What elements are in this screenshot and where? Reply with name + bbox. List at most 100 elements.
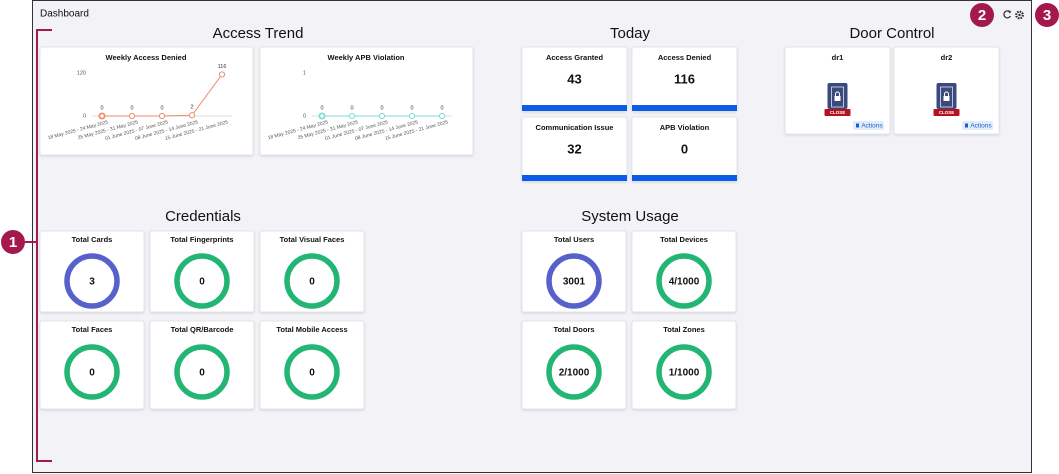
gauge-ring [174, 344, 230, 400]
gauge-value: 0 [199, 368, 205, 379]
lock-shackle [944, 91, 949, 96]
value-label: 0 [440, 105, 443, 111]
card-value: 32 [567, 141, 581, 156]
page-title: Dashboard [40, 9, 89, 20]
lock-icon [834, 96, 841, 101]
card [631, 320, 737, 410]
value-label: 0 [100, 105, 103, 111]
card-label: Communication Issue [536, 123, 614, 132]
card-label: Total Doors [553, 325, 594, 334]
actions-button[interactable] [853, 121, 884, 130]
data-point [158, 112, 166, 120]
status-text: CLOSE [939, 110, 955, 115]
settings-icon[interactable] [1015, 10, 1024, 20]
card [521, 320, 627, 410]
gauge-ring [284, 344, 340, 400]
card-value: 43 [567, 71, 581, 86]
y-tick-label: 0 [83, 113, 86, 119]
card-label: Total Faces [72, 325, 113, 334]
card-label: Total Fingerprints [170, 235, 233, 244]
actions-label[interactable]: Actions [970, 123, 992, 130]
section-title: Today [610, 25, 651, 42]
door-panel [940, 86, 953, 108]
data-point [318, 112, 326, 120]
callout-marker [970, 3, 994, 27]
status-badge [824, 109, 851, 116]
value-label: 0 [130, 105, 133, 111]
callout-label: 1 [9, 234, 17, 251]
data-point [98, 112, 106, 120]
y-tick-label: 120 [77, 70, 86, 76]
section-title: Door Control [849, 25, 934, 42]
card [259, 46, 474, 156]
card-label: Total Visual Faces [280, 235, 345, 244]
gauge-value: 1/1000 [669, 368, 700, 379]
value-label: 0 [320, 105, 323, 111]
section-title: Credentials [165, 208, 241, 225]
callout-marker [1, 230, 25, 254]
data-point [188, 112, 196, 119]
card-label: Total Devices [660, 235, 708, 244]
card [39, 320, 145, 410]
gauge-ring [656, 344, 712, 400]
card-label: Total Mobile Access [276, 325, 347, 334]
value-label: 116 [218, 64, 227, 70]
status-bar [522, 175, 627, 181]
data-point [378, 112, 386, 120]
actions-label[interactable]: Actions [861, 123, 883, 130]
actions-icon[interactable] [856, 123, 859, 128]
callout-marker [1035, 3, 1059, 27]
card [259, 230, 365, 313]
gauge-ring [64, 344, 120, 400]
lock-shackle [835, 91, 840, 96]
card-label: Access Denied [658, 53, 712, 62]
status-badge [933, 109, 960, 116]
door-name: dr2 [941, 53, 953, 62]
value-label: 0 [350, 105, 353, 111]
card-value: 0 [681, 141, 688, 156]
card [39, 230, 145, 313]
card [39, 46, 254, 156]
card [259, 320, 365, 410]
card-label: Total Users [554, 235, 594, 244]
data-point [438, 112, 446, 120]
card [149, 320, 255, 410]
gauge-value: 0 [199, 277, 205, 288]
section-title: Access Trend [213, 25, 304, 42]
bracket [25, 29, 52, 462]
actions-icon[interactable] [965, 123, 968, 128]
gauge-ring [656, 253, 712, 309]
gauge-ring [174, 253, 230, 309]
gauge-value: 0 [309, 368, 315, 379]
card-label: Access Granted [546, 53, 604, 62]
door-panel [831, 86, 844, 108]
gauge-value: 0 [89, 368, 95, 379]
lock-icon [943, 96, 950, 101]
value-label: 0 [410, 105, 413, 111]
data-point [128, 112, 136, 120]
status-text: CLOSE [830, 110, 846, 115]
data-point [218, 71, 226, 78]
status-bar [522, 105, 627, 111]
y-tick-label: 0 [303, 113, 306, 119]
gauge-value: 0 [309, 277, 315, 288]
card-value: 116 [674, 71, 695, 86]
actions-button[interactable] [962, 121, 993, 130]
callout-label: 2 [978, 7, 986, 24]
gauge-ring [546, 344, 602, 400]
value-label: 0 [160, 105, 163, 111]
card [631, 230, 737, 313]
y-tick-label: 1 [303, 70, 306, 76]
gauge-value: 3001 [563, 277, 586, 288]
refresh-icon[interactable] [1003, 10, 1012, 19]
gauge-ring [284, 253, 340, 309]
card-label: Total Cards [72, 235, 113, 244]
data-point [348, 112, 356, 120]
status-bar [632, 175, 737, 181]
card-label: Total QR/Barcode [171, 325, 234, 334]
data-point [408, 112, 416, 120]
gauge-value: 3 [89, 277, 95, 288]
value-label: 2 [190, 105, 193, 111]
